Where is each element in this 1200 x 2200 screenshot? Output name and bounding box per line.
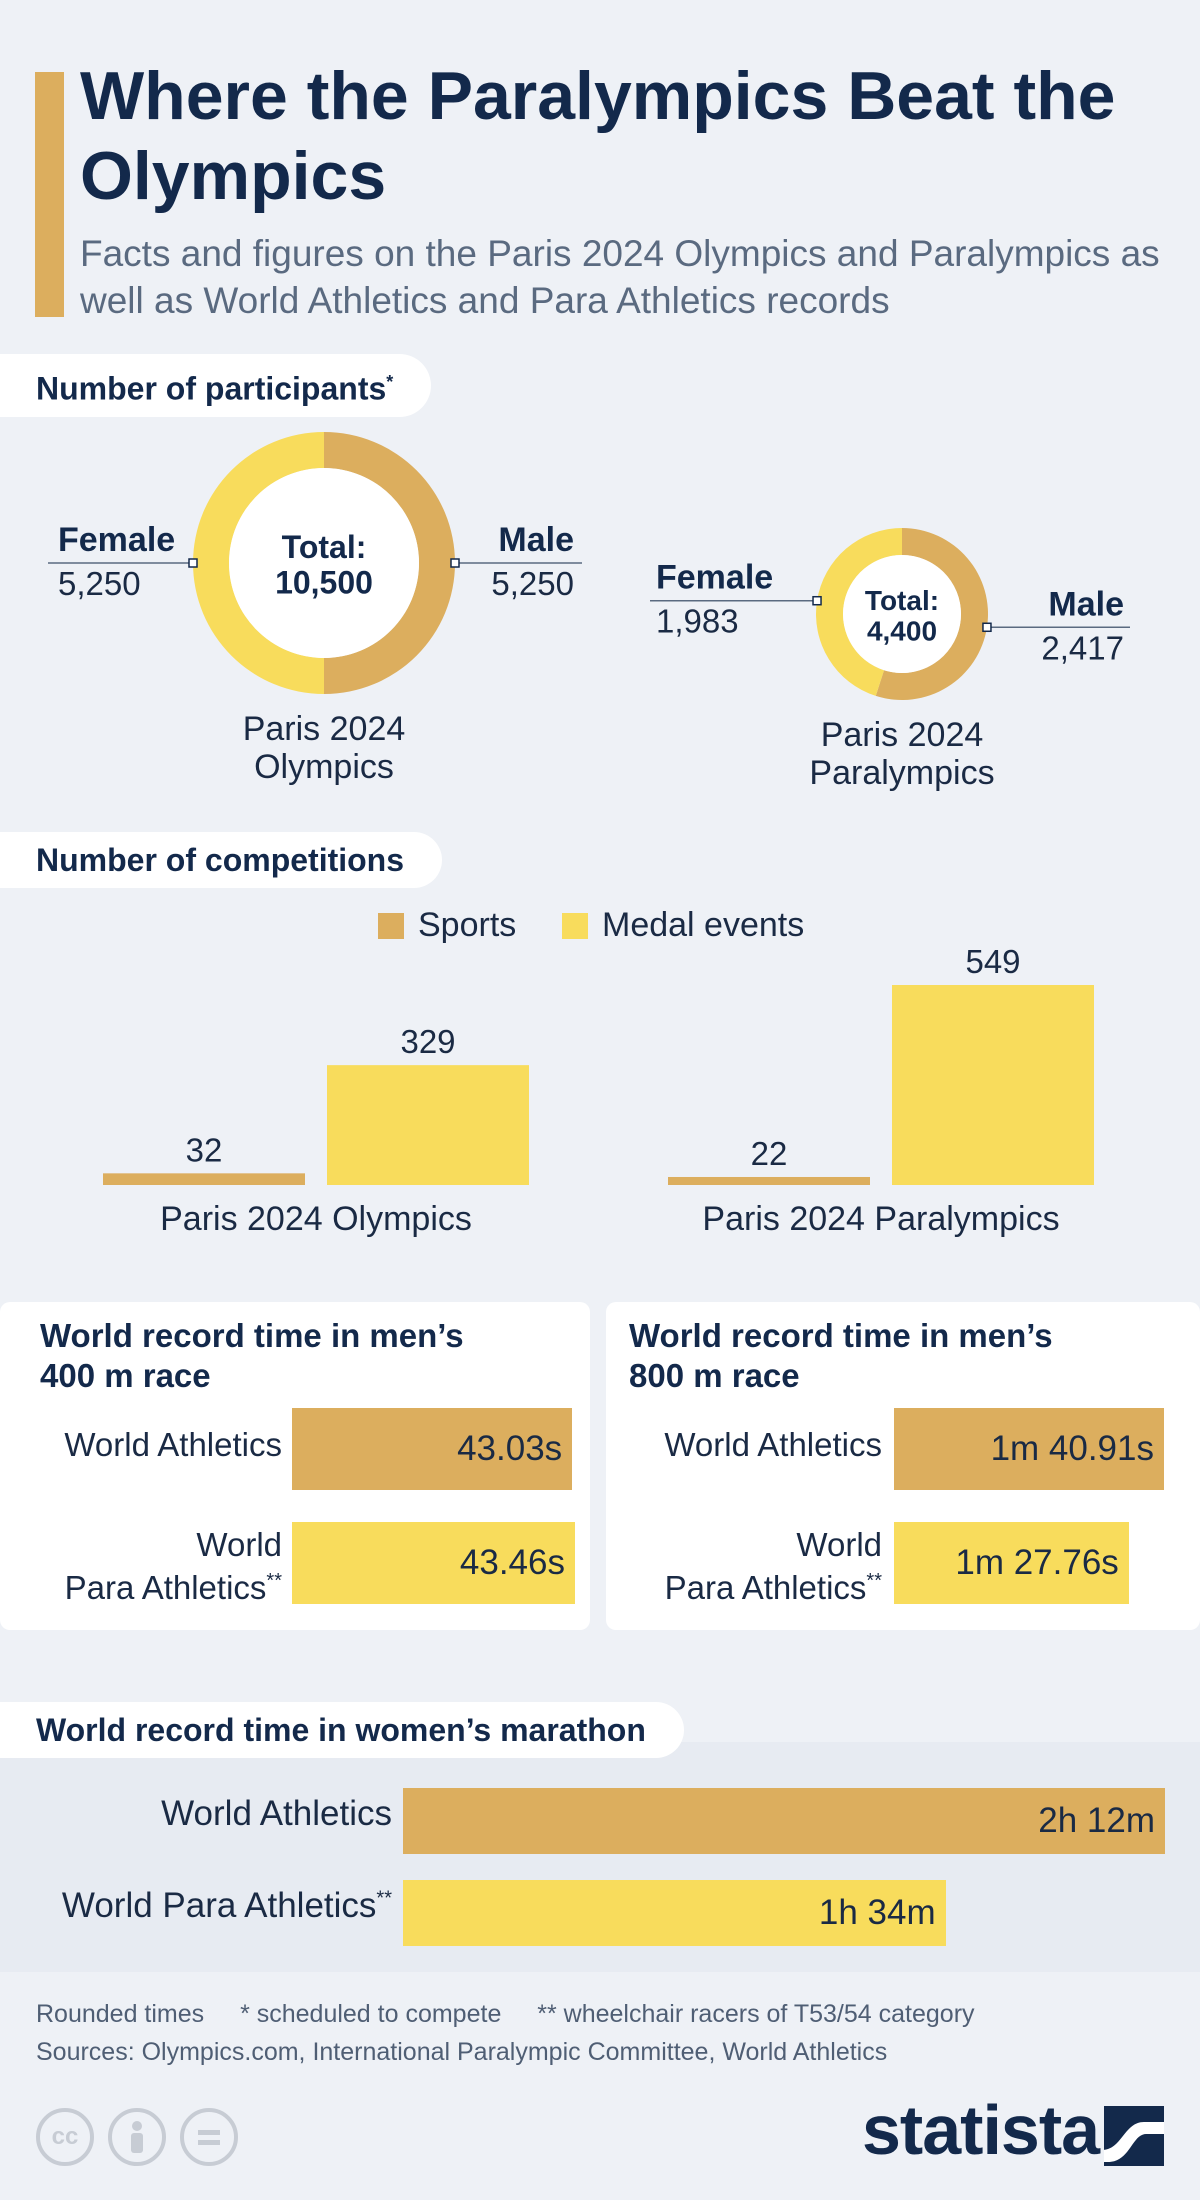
donut-total-label: Total: [865, 585, 939, 616]
slice-male [875, 528, 988, 700]
donut-caption: Paris 2024 [821, 716, 984, 754]
page-subtitle: Facts and figures on the Paris 2024 Olym… [80, 233, 1160, 321]
donut-hole [843, 555, 961, 673]
record-400m-bar-wpa: 43.46s [292, 1522, 575, 1604]
slice-female [193, 432, 324, 694]
record-400m-title: World record time in men’s 400 m race [40, 1317, 464, 1394]
slice-value-male: 5,250 [491, 565, 574, 602]
footer-sources: Sources: Olympics.com, International Par… [36, 2038, 888, 2066]
note-rounded: Rounded times [36, 2000, 205, 2028]
bar-medal-events [892, 985, 1094, 1185]
statista-logo-icon [1104, 2106, 1164, 2166]
record-400m-label-wa: World Athletics [64, 1426, 282, 1463]
cc-icon[interactable]: cc [36, 2108, 94, 2166]
equals-icon[interactable] [180, 2108, 238, 2166]
slice-label-female: Female [58, 521, 175, 559]
leader-dot-male [982, 622, 992, 633]
bar-value-label: 329 [400, 1023, 455, 1060]
competitions-heading: Number of competitions [0, 832, 443, 888]
competitions-bar-chart: 32 329 Paris 2024 Olympics 22 549 Paris 2024 … [103, 943, 1094, 1238]
person-icon[interactable] [108, 2108, 166, 2166]
legend-swatch-sports [378, 912, 404, 939]
slice-value-female: 5,250 [58, 565, 141, 602]
slice-label-male: Male [498, 521, 574, 559]
donut-total-value: 4,400 [867, 616, 937, 647]
statista-logo[interactable]: statista [862, 2091, 1100, 2169]
footer-notes: Rounded times * scheduled to compete ** … [36, 2000, 975, 2029]
record-800m-label-wa: World Athletics [664, 1426, 882, 1463]
title-accent-bar [35, 72, 64, 317]
slice-value-male: 2,417 [1041, 629, 1124, 666]
marathon-heading: World record time in women’s marathon [0, 1702, 684, 1758]
record-800m-bar-wa: 1m 40.91s [894, 1408, 1164, 1490]
slice-value-female: 1,983 [656, 603, 739, 640]
donut-caption: Paris 2024 [243, 710, 406, 748]
record-400m-card: World record time in men’s 400 m race Wor… [0, 1302, 590, 1630]
marathon-label-wpa: World Para Athletics** [61, 1886, 392, 1925]
donut-total-value: 10,500 [275, 564, 373, 600]
legend-swatch-medal-events [562, 912, 588, 939]
legend-label-medal-events: Medal events [602, 906, 805, 944]
donut-caption: Olympics [254, 748, 394, 786]
leader-dot-male [450, 558, 460, 568]
marathon-label-wa: World Athletics [161, 1794, 392, 1833]
category-label: Paris 2024 Paralympics [702, 1200, 1059, 1238]
donut-hole [229, 468, 419, 658]
bar-medal-events [327, 1065, 529, 1185]
slice-female [815, 528, 902, 696]
slice-label-male: Male [1048, 585, 1124, 623]
record-800m-bar-wpa: 1m 27.76s [894, 1522, 1129, 1604]
page-title: Where the Paralympics Beat the Olympics [80, 58, 1116, 214]
marathon-bar-wpa: 1h 34m [403, 1880, 946, 1946]
bar-value-label: 32 [186, 1131, 223, 1168]
legend-label-sports: Sports [418, 906, 517, 944]
record-400m-bar-wa: 43.03s [292, 1408, 573, 1490]
participants-heading: Number of participants* [0, 354, 432, 417]
donut-caption: Paralympics [809, 754, 994, 792]
donut-total-label: Total: [282, 529, 367, 565]
record-800m-card: World record time in men’s 800 m race Wor… [606, 1302, 1200, 1630]
slice-male [324, 432, 455, 694]
note-wheelchair: ** wheelchair racers of T53/54 category [537, 2000, 975, 2028]
legend-medal-events: Medal events [562, 906, 804, 945]
record-800m-label-wpa: World Para Athletics** [664, 1526, 882, 1606]
bar-value-label: 549 [965, 943, 1020, 980]
note-scheduled: * scheduled to compete [240, 2000, 502, 2028]
slice-label-female: Female [656, 559, 773, 597]
record-400m-label-wpa: World Para Athletics** [64, 1526, 282, 1606]
marathon-bar-wa: 2h 12m [403, 1788, 1165, 1854]
bar-value-label: 22 [751, 1135, 788, 1172]
leader-dot-female [188, 558, 198, 568]
category-label: Paris 2024 Olympics [160, 1200, 472, 1238]
bar-sports [103, 1173, 305, 1185]
legend-sports: Sports [378, 906, 516, 945]
bar-sports [668, 1176, 870, 1185]
leader-dot-female [812, 595, 822, 606]
record-800m-title: World record time in men’s 800 m race [629, 1317, 1053, 1394]
